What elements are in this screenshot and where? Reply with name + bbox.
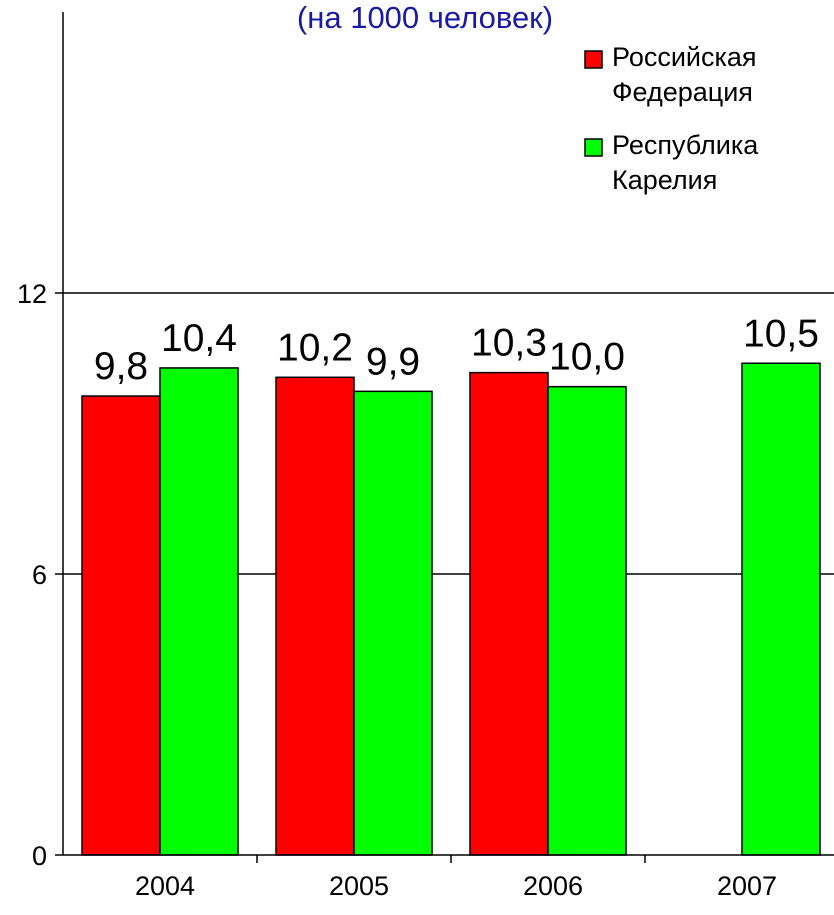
x-tick-label: 2005 [329, 871, 389, 901]
data-label: 9,8 [94, 345, 148, 388]
axes [55, 12, 834, 863]
y-tick-label: 0 [32, 841, 47, 871]
legend-label: Республика Карелия [612, 130, 759, 195]
data-label: 10,3 [471, 322, 547, 365]
bar [547, 385, 627, 856]
bar [353, 390, 433, 856]
data-label: 10,4 [161, 317, 237, 360]
bar [741, 362, 821, 856]
y-tick-label: 6 [32, 560, 47, 590]
x-tick-labels: 2004 2005 2006 2007 [135, 871, 777, 901]
y-tick-labels: 0 6 12 [17, 279, 47, 871]
x-tick-label: 2007 [717, 871, 777, 901]
bar [275, 376, 355, 856]
legend-swatch [584, 50, 603, 69]
chart-title: (на 1000 человек) [297, 0, 553, 35]
data-label: 10,0 [549, 336, 625, 379]
bar [81, 395, 161, 856]
data-label: 9,9 [366, 340, 420, 383]
x-tick-label: 2006 [523, 871, 583, 901]
data-label: 10,2 [277, 326, 353, 369]
legend-label-line: Российская [612, 42, 757, 72]
legend-swatch [584, 138, 603, 157]
bar [469, 371, 549, 856]
legend-label: Российская Федерация [612, 42, 757, 107]
bars [81, 362, 821, 856]
legend: Российская Федерация Республика Карелия [584, 42, 759, 195]
data-label: 10,5 [743, 312, 819, 355]
legend-label-line: Карелия [612, 165, 717, 195]
bar [159, 367, 239, 856]
legend-label-line: Федерация [612, 77, 753, 107]
data-labels: 9,8 10,4 10,2 9,9 10,3 10,0 10,5 [94, 312, 819, 388]
legend-label-line: Республика [612, 130, 759, 160]
x-tick-label: 2004 [135, 871, 195, 901]
y-tick-label: 12 [17, 279, 47, 309]
